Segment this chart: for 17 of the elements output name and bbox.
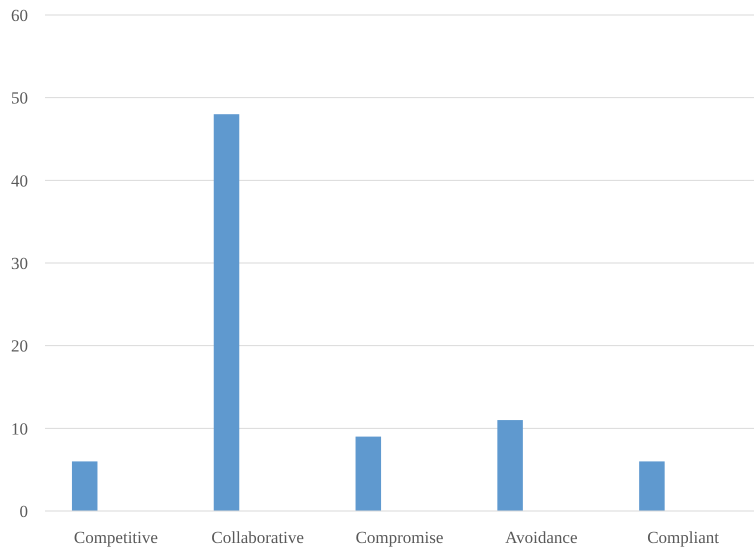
x-tick-label: Collaborative [211, 528, 304, 547]
bar [356, 436, 382, 511]
x-tick-label: Compliant [647, 528, 720, 547]
y-tick-label: 50 [11, 88, 28, 108]
x-tick-label: Avoidance [505, 528, 578, 547]
y-tick-label: 60 [11, 6, 28, 25]
bar [639, 461, 665, 511]
bar [214, 114, 240, 511]
y-tick-label: 0 [20, 502, 28, 521]
bar [72, 461, 98, 511]
y-tick-label: 20 [11, 336, 28, 356]
y-tick-label: 10 [11, 419, 28, 438]
x-tick-label: Competitive [74, 528, 158, 547]
bar [497, 420, 523, 511]
x-tick-label: Compromise [356, 528, 444, 547]
y-tick-label: 30 [11, 254, 28, 273]
y-tick-label: 40 [11, 171, 28, 190]
